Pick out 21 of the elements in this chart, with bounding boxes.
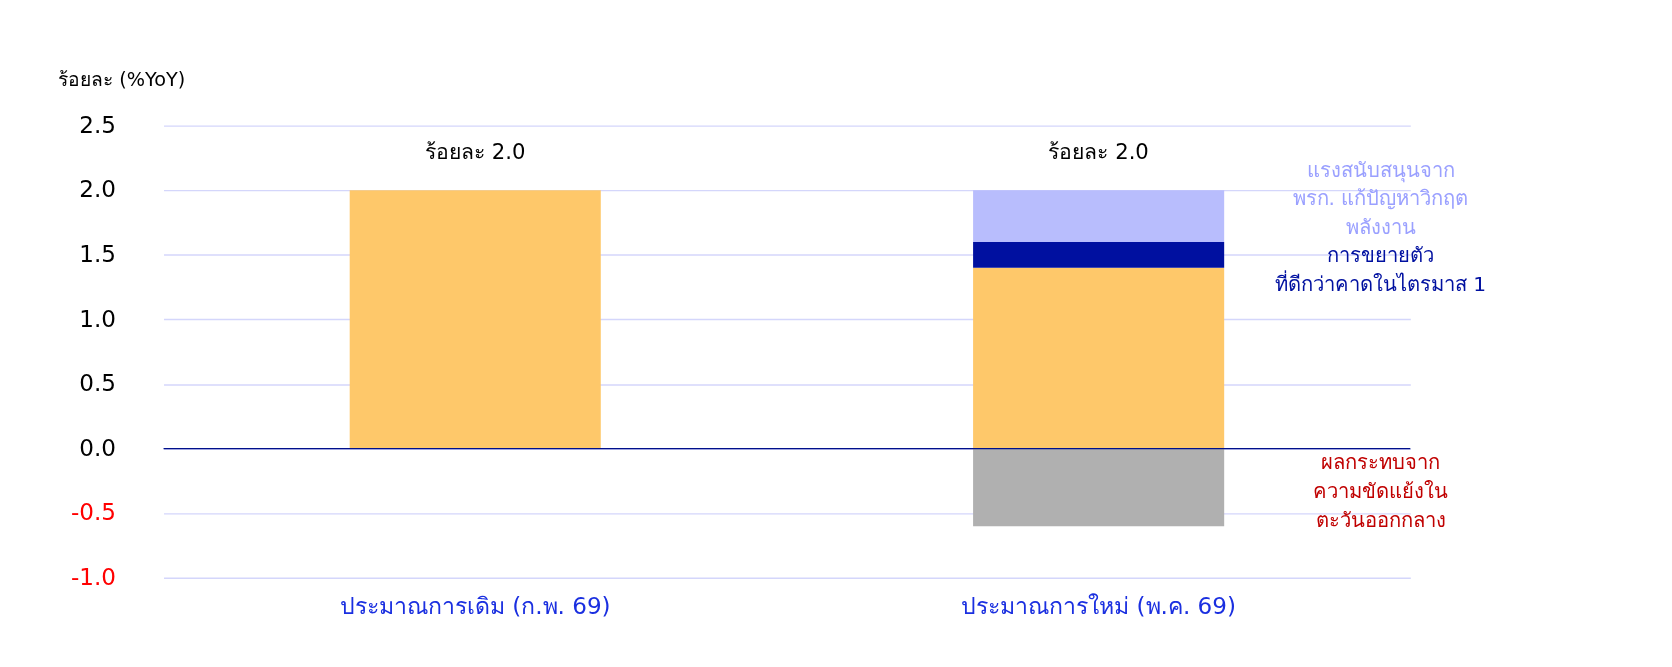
y-tick-label: 0.0: [79, 434, 116, 461]
y-tick-label: -1.0: [70, 564, 116, 591]
bar: [973, 241, 1225, 268]
x-tick-label: ประมาณการเดิม (ก.พ. 69): [339, 592, 611, 619]
y-axis-title: ร้อยละ (%YoY): [58, 67, 186, 91]
y-tick-label: -0.5: [70, 499, 116, 526]
bar: [349, 190, 601, 449]
bar: [973, 448, 1225, 527]
total-label: ร้อยละ 2.0: [425, 138, 526, 164]
y-tick-label: 1.0: [79, 305, 116, 332]
y-tick-label: 0.5: [79, 370, 116, 397]
y-tick-label: 2.0: [79, 176, 116, 203]
text: ผลกระทบจาก ความขัดแย้งใน ตะวันออกกลาง: [1313, 449, 1449, 532]
text: แรงสนับสนุนจาก พรก. แก้ปัญหาวิกฤต พลังงาน: [1292, 157, 1469, 240]
bar: [973, 267, 1225, 449]
text: การขยายตัว ที่ดีกว่าคาดในไตรมาส 1: [1274, 243, 1487, 296]
total-label: ร้อยละ 2.0: [1048, 138, 1149, 164]
x-tick-label: ประมาณการใหม่ (พ.ค. 69): [961, 592, 1236, 619]
y-tick-label: 1.5: [79, 241, 116, 268]
bar: [973, 190, 1225, 242]
y-tick-label: 2.5: [79, 111, 116, 138]
